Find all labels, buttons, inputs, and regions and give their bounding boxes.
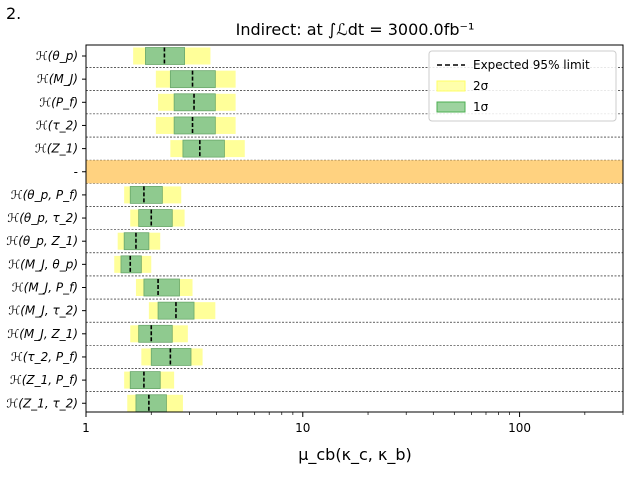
row-label: ℋ(τ_2) bbox=[36, 118, 78, 132]
legend-box bbox=[428, 50, 617, 122]
row-label: ℋ(Z_1, P_f) bbox=[10, 373, 78, 387]
legend-label: Expected 95% limit bbox=[473, 58, 590, 72]
x-tick-label: 100 bbox=[508, 421, 531, 435]
x-axis-label: μ_cb(κ_c, κ_b) bbox=[298, 445, 412, 465]
chart-title: Indirect: at ∫ℒdt = 3000.0fb⁻¹ bbox=[236, 20, 475, 39]
plot-frame bbox=[85, 44, 624, 413]
x-tick-label: 10 bbox=[295, 421, 310, 435]
one-sigma-band bbox=[138, 324, 173, 343]
one-sigma-band bbox=[129, 371, 161, 390]
row-label: ℋ(θ_p, Z_1) bbox=[6, 234, 78, 248]
row-label: ℋ(Z_1) bbox=[35, 142, 78, 156]
legend-swatch-band bbox=[436, 80, 466, 92]
row-label: ℋ(θ_p, P_f) bbox=[11, 188, 78, 202]
one-sigma-band bbox=[120, 255, 142, 274]
one-sigma-band bbox=[135, 394, 167, 413]
legend-label: 1σ bbox=[473, 100, 489, 114]
row-label: ℋ(P_f) bbox=[39, 95, 78, 109]
x-axis: 1 10 100 bbox=[82, 412, 624, 435]
interval-bands bbox=[86, 47, 623, 413]
row-label: - bbox=[74, 165, 78, 179]
separator-band bbox=[86, 160, 623, 184]
row-label: ℋ(θ_p, τ_2) bbox=[7, 211, 78, 225]
one-sigma-band bbox=[138, 209, 173, 227]
one-sigma-band bbox=[129, 185, 163, 204]
row-label: ℋ(M_J) bbox=[37, 72, 78, 86]
row-label: ℋ(M_J, τ_2) bbox=[8, 304, 78, 318]
legend-label: 2σ bbox=[473, 79, 489, 93]
row-label: ℋ(θ_p) bbox=[36, 49, 78, 63]
one-sigma-band bbox=[173, 116, 216, 135]
one-sigma-band bbox=[143, 278, 180, 297]
row-label: ℋ(M_J, P_f) bbox=[12, 281, 78, 295]
row-label: ℋ(τ_2, P_f) bbox=[11, 350, 78, 364]
figure-label: 2. bbox=[6, 4, 22, 23]
limit-markers bbox=[129, 47, 201, 412]
legend-swatch-band bbox=[436, 101, 466, 113]
row-label: ℋ(M_J, Z_1) bbox=[7, 327, 78, 341]
row-labels: ℋ(θ_p) ℋ(M_J) ℋ(P_f) ℋ(τ_2) ℋ(Z_1) - ℋ(θ_p, P_… bbox=[6, 49, 86, 410]
row-label: ℋ(M_J, θ_p) bbox=[8, 257, 78, 271]
legend: Expected 95% limit 2σ 1σ bbox=[428, 50, 617, 122]
one-sigma-band bbox=[182, 139, 225, 158]
x-tick-label: 1 bbox=[82, 421, 90, 435]
row-label: ℋ(Z_1, τ_2) bbox=[6, 396, 78, 410]
